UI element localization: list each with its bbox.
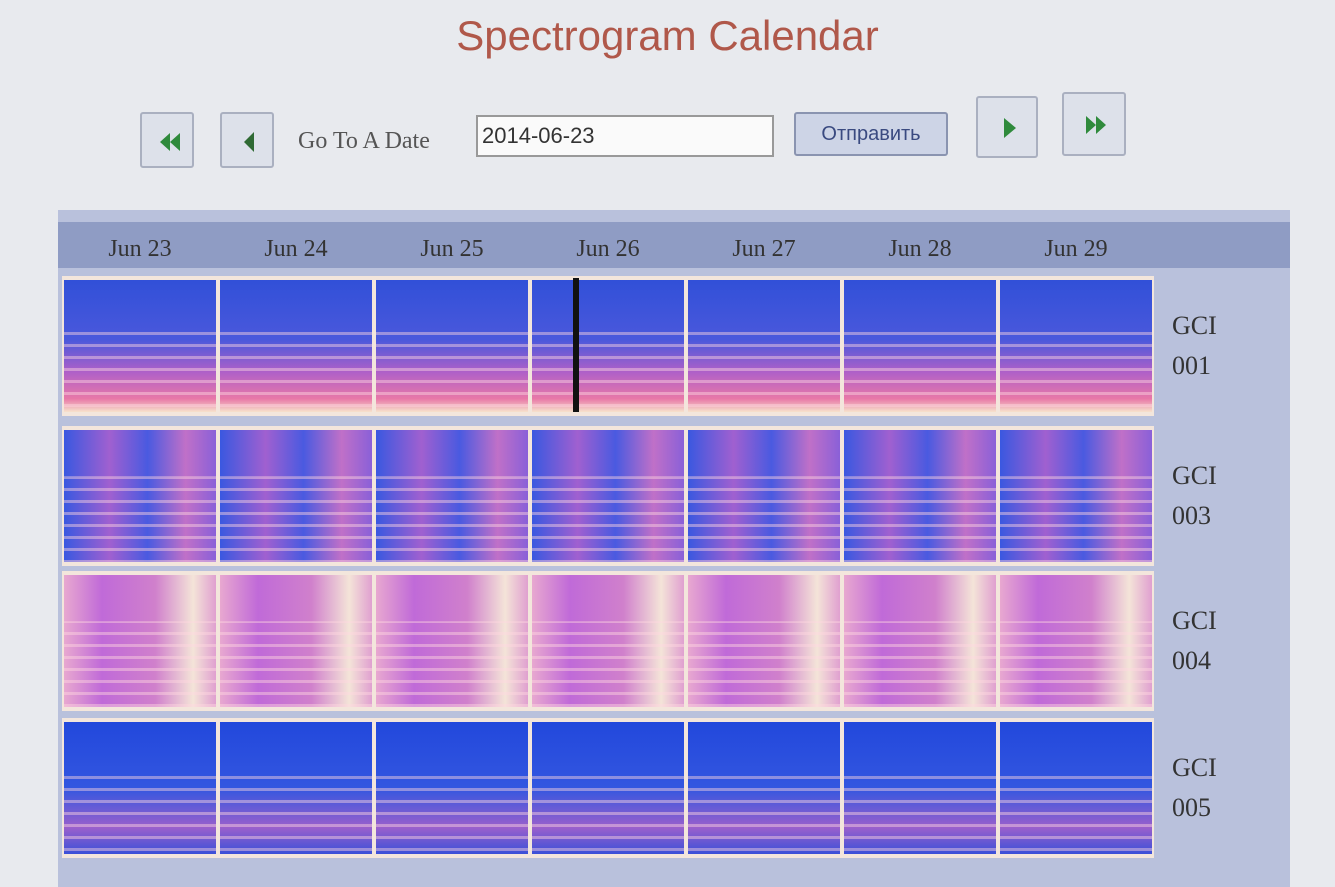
day-label: Jun 23	[108, 236, 171, 262]
spectrogram-stripes	[1000, 326, 1152, 412]
spectrogram-stripes	[376, 476, 528, 562]
day-label: Jun 27	[732, 236, 795, 262]
page: Spectrogram Calendar Go To A Date 2014-0…	[0, 0, 1335, 887]
spectrogram-stripes	[532, 476, 684, 562]
day-label: Jun 28	[888, 236, 951, 262]
spectrogram-stripes	[532, 326, 684, 412]
spectrogram-stripes	[1000, 621, 1152, 707]
spectrogram-stripes	[376, 768, 528, 854]
spectrogram-stripes	[688, 768, 840, 854]
spectrogram-stripes	[220, 768, 372, 854]
spectrogram-stripes	[844, 621, 996, 707]
spectrogram-stripes	[64, 768, 216, 854]
spectrogram-stripes	[220, 326, 372, 412]
spectrogram-stripes	[532, 621, 684, 707]
spectrogram-stripes	[688, 326, 840, 412]
spectrogram-stripes	[844, 476, 996, 562]
spectrogram-stripes	[844, 768, 996, 854]
spectrogram-stripes	[688, 476, 840, 562]
spectrogram-stripes	[220, 621, 372, 707]
day-label: Jun 25	[420, 236, 483, 262]
spectrogram-stripes	[64, 621, 216, 707]
spectrogram-stripes	[844, 326, 996, 412]
spectrogram-stripes	[64, 476, 216, 562]
day-label: Jun 26	[576, 236, 639, 262]
spectrogram-stripes	[376, 621, 528, 707]
day-label: Jun 29	[1044, 236, 1107, 262]
day-label: Jun 24	[264, 236, 327, 262]
spectrogram-stripes	[532, 768, 684, 854]
spectrogram-stripes	[1000, 476, 1152, 562]
spectrogram-stripes	[1000, 768, 1152, 854]
spectrogram-stripes	[220, 476, 372, 562]
spectrogram-stripes	[376, 326, 528, 412]
spectrogram-stripes	[688, 621, 840, 707]
spectrogram-stripes	[64, 326, 216, 412]
calendar-panel: Jun 23 Jun 24 Jun 25 Jun 26 Jun 27 Jun 28 Jun …	[0, 0, 1335, 887]
time-marker	[573, 278, 579, 412]
